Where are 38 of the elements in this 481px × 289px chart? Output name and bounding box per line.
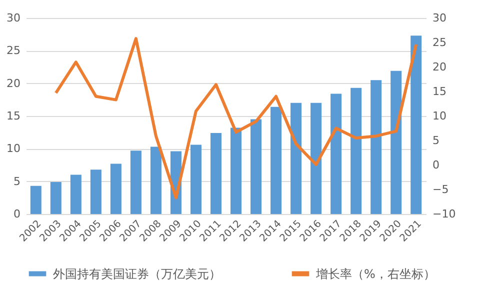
bar (130, 150, 142, 214)
bar (250, 119, 262, 214)
bar (70, 174, 82, 214)
bar (410, 36, 422, 214)
bar (390, 70, 402, 214)
legend-label: 外国持有美国证券（万亿美元） (53, 266, 221, 281)
y2-tick-label: 10 (432, 110, 446, 122)
y2-tick-label: 5 (432, 134, 440, 147)
legend-label: 增长率（%，右坐标） (315, 266, 436, 281)
bar (310, 102, 322, 214)
y2-tick-label: 30 (432, 12, 446, 24)
bar (350, 88, 362, 214)
bar (290, 102, 302, 214)
y-tick-label: 0 (14, 208, 20, 220)
y2-tick-label: 25 (432, 36, 446, 49)
y2-tick-label: −10 (432, 208, 456, 220)
bar (330, 94, 342, 214)
bar (50, 182, 62, 214)
bar (230, 128, 242, 214)
line-series (54, 37, 418, 200)
y2-tick-label: −5 (432, 183, 449, 196)
y-tick-label: 25 (6, 44, 20, 58)
y-tick-label: 15 (6, 110, 20, 122)
y2-tick-label: 20 (432, 60, 446, 74)
bar (90, 170, 102, 214)
y-tick-label: 20 (6, 76, 20, 90)
y2-tick-label: 15 (432, 85, 446, 98)
y-tick-label: 10 (6, 142, 20, 156)
bar (30, 186, 42, 214)
y-tick-label: 30 (6, 12, 20, 24)
bar (270, 106, 282, 214)
y-tick-label: 5 (14, 174, 20, 188)
bar (110, 164, 122, 214)
bar (150, 146, 162, 214)
y2-tick-label: 0 (432, 158, 440, 172)
bar (210, 132, 222, 214)
bar (190, 144, 202, 214)
bar (370, 80, 382, 214)
